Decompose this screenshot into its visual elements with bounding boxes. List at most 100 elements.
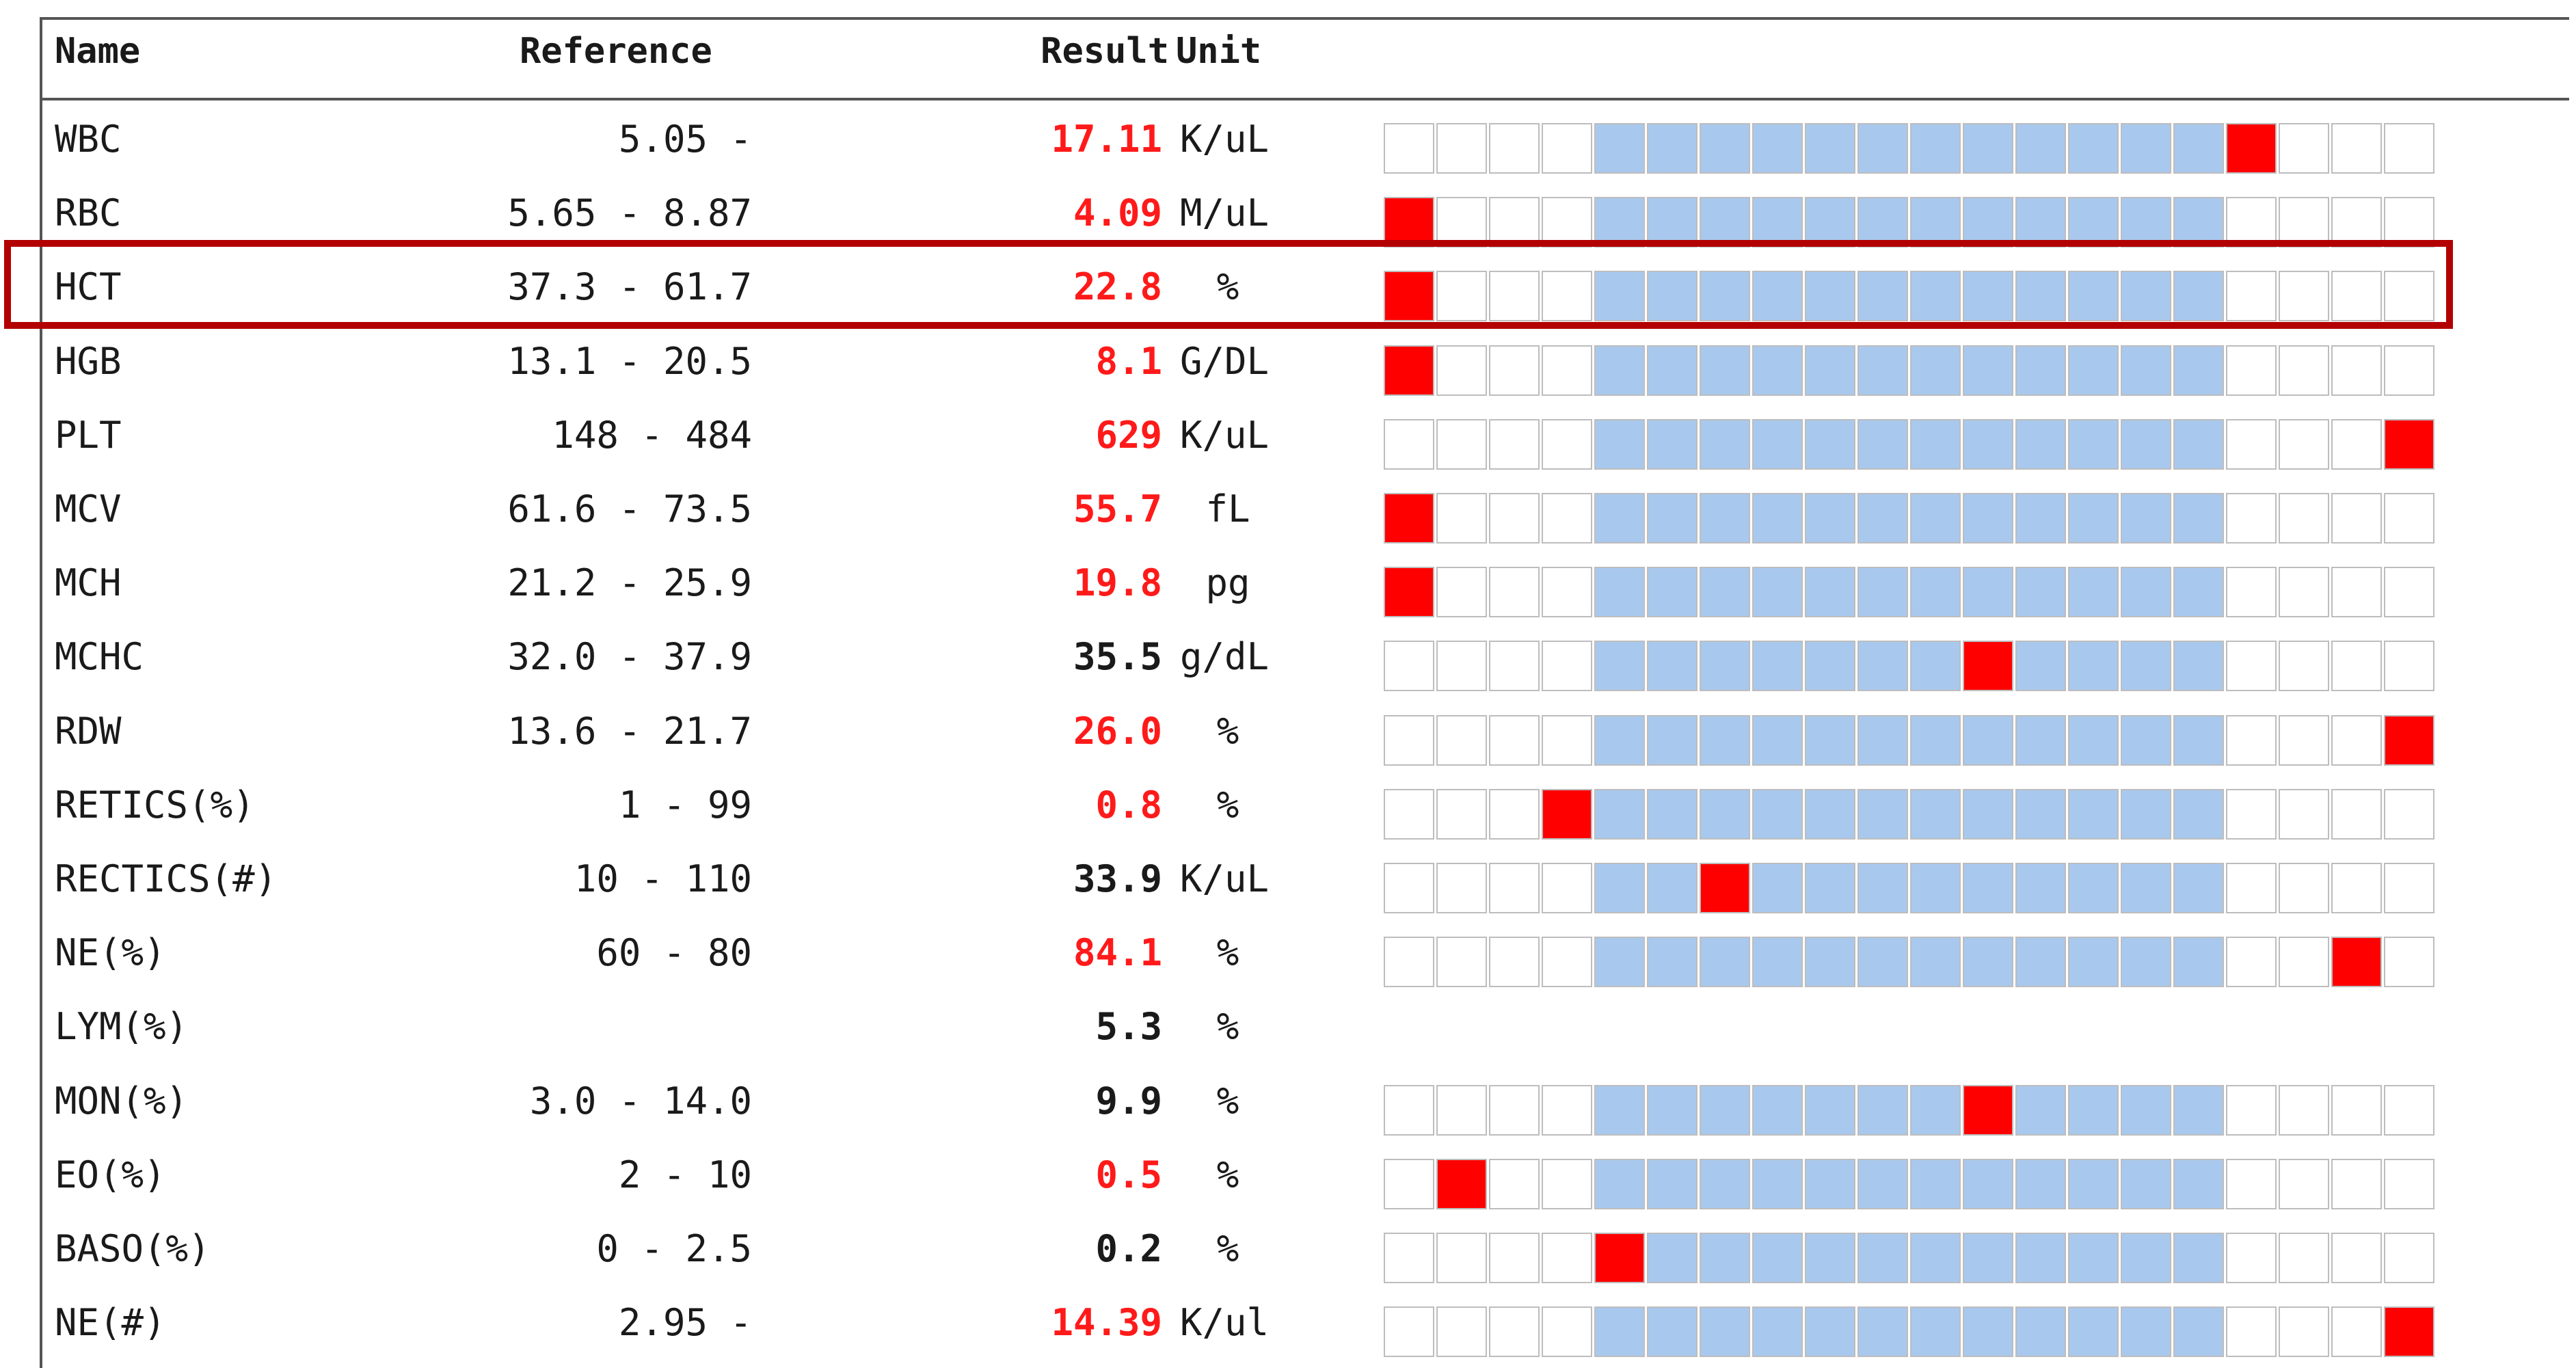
range-indicator-bar: [1384, 567, 2437, 618]
normal-range-segment: [2068, 788, 2119, 840]
range-segment: [1542, 418, 1592, 470]
result-unit: fL: [1205, 487, 1250, 531]
range-segment: [1542, 1306, 1592, 1358]
range-segment: [2384, 197, 2434, 248]
range-segment: [2384, 1158, 2434, 1209]
range-indicator-bar: [1384, 863, 2437, 913]
normal-range-segment: [1647, 1084, 1698, 1136]
normal-range-segment: [1963, 1158, 2013, 1209]
normal-range-segment: [1752, 1306, 1803, 1358]
test-name: NE(%): [55, 931, 166, 975]
normal-range-segment: [1857, 937, 1908, 988]
range-segment: [2279, 123, 2329, 174]
range-segment: [1436, 641, 1487, 692]
result-unit: pg: [1205, 561, 1250, 605]
normal-range-segment: [1700, 567, 1750, 618]
normal-range-segment: [1805, 1084, 1855, 1136]
range-segment: [1542, 197, 1592, 248]
normal-range-segment: [1594, 493, 1645, 544]
result-marker: [1384, 197, 1434, 248]
range-segment: [1384, 788, 1434, 840]
reference-range: 10 - 110: [574, 857, 752, 900]
table-row-mchc: MCHC 32.0 - 37.9 35.5 g/dL: [0, 620, 2576, 694]
normal-range-segment: [2015, 567, 2066, 618]
reference-range: 148 - 484: [552, 413, 752, 457]
table-row-rbc: RBC 5.65 - 8.87 4.09 M/uL: [0, 176, 2576, 250]
normal-range-segment: [2015, 1158, 2066, 1209]
result-value: 26.0: [1073, 709, 1162, 753]
normal-range-segment: [1752, 493, 1803, 544]
range-segment: [2384, 345, 2434, 396]
normal-range-segment: [2121, 493, 2171, 544]
result-value: 35.5: [1073, 635, 1162, 679]
range-segment: [1542, 863, 1592, 913]
normal-range-segment: [2121, 197, 2171, 248]
result-unit: %: [1216, 709, 1239, 753]
range-segment: [1489, 788, 1540, 840]
range-segment: [2226, 493, 2277, 544]
normal-range-segment: [2121, 567, 2171, 618]
result-marker: [1384, 567, 1434, 618]
normal-range-segment: [1647, 345, 1698, 396]
normal-range-segment: [1647, 788, 1698, 840]
normal-range-segment: [2068, 567, 2119, 618]
test-name: MON(%): [55, 1079, 189, 1123]
reference-range: 2 - 10: [618, 1153, 752, 1196]
range-segment: [2226, 1084, 2277, 1136]
range-segment: [2331, 714, 2382, 766]
result-unit: G/DL: [1180, 339, 1270, 383]
result-value: 4.09: [1073, 191, 1162, 235]
normal-range-segment: [1963, 418, 2013, 470]
column-header-unit: Unit: [1176, 31, 1262, 72]
normal-range-segment: [1963, 123, 2013, 174]
normal-range-segment: [1963, 714, 2013, 766]
normal-range-segment: [1752, 1158, 1803, 1209]
range-segment: [2331, 1084, 2382, 1136]
normal-range-segment: [1752, 641, 1803, 692]
normal-range-segment: [1857, 418, 1908, 470]
normal-range-segment: [1752, 123, 1803, 174]
normal-range-segment: [1805, 418, 1855, 470]
range-segment: [1436, 567, 1487, 618]
normal-range-segment: [1752, 197, 1803, 248]
normal-range-segment: [2121, 1084, 2171, 1136]
normal-range-segment: [2173, 1233, 2224, 1283]
range-segment: [2279, 345, 2329, 396]
range-segment: [1489, 1084, 1540, 1136]
range-indicator-bar: [1384, 1306, 2437, 1358]
normal-range-segment: [2015, 863, 2066, 913]
range-segment: [1489, 714, 1540, 766]
result-unit: %: [1216, 783, 1239, 827]
normal-range-segment: [1752, 1084, 1803, 1136]
range-segment: [1542, 937, 1592, 988]
range-indicator-bar: [1384, 493, 2437, 544]
range-indicator-bar: [1384, 418, 2437, 470]
result-unit: K/ul: [1180, 1301, 1270, 1345]
normal-range-segment: [2068, 1306, 2119, 1358]
range-segment: [2279, 788, 2329, 840]
reference-range: 13.6 - 21.7: [507, 709, 752, 753]
normal-range-segment: [1857, 567, 1908, 618]
normal-range-segment: [1857, 1306, 1908, 1358]
normal-range-segment: [1805, 641, 1855, 692]
normal-range-segment: [1963, 863, 2013, 913]
test-name: RDW: [55, 709, 122, 753]
range-segment: [1489, 197, 1540, 248]
normal-range-segment: [2173, 937, 2224, 988]
normal-range-segment: [1752, 937, 1803, 988]
range-segment: [2331, 567, 2382, 618]
reference-range: 37.3 - 61.7: [507, 265, 752, 309]
range-segment: [1542, 271, 1592, 322]
normal-range-segment: [2015, 418, 2066, 470]
result-value: 14.39: [1051, 1301, 1162, 1345]
result-value: 17.11: [1051, 118, 1162, 161]
table-row-wbc: WBC 5.05 - 17.11 K/uL: [0, 103, 2576, 176]
normal-range-segment: [1647, 418, 1698, 470]
result-value: 22.8: [1073, 265, 1162, 309]
normal-range-segment: [1594, 788, 1645, 840]
range-segment: [2279, 1233, 2329, 1283]
result-value: 5.3: [1095, 1005, 1162, 1049]
normal-range-segment: [2015, 271, 2066, 322]
normal-range-segment: [1647, 197, 1698, 248]
range-segment: [2331, 123, 2382, 174]
